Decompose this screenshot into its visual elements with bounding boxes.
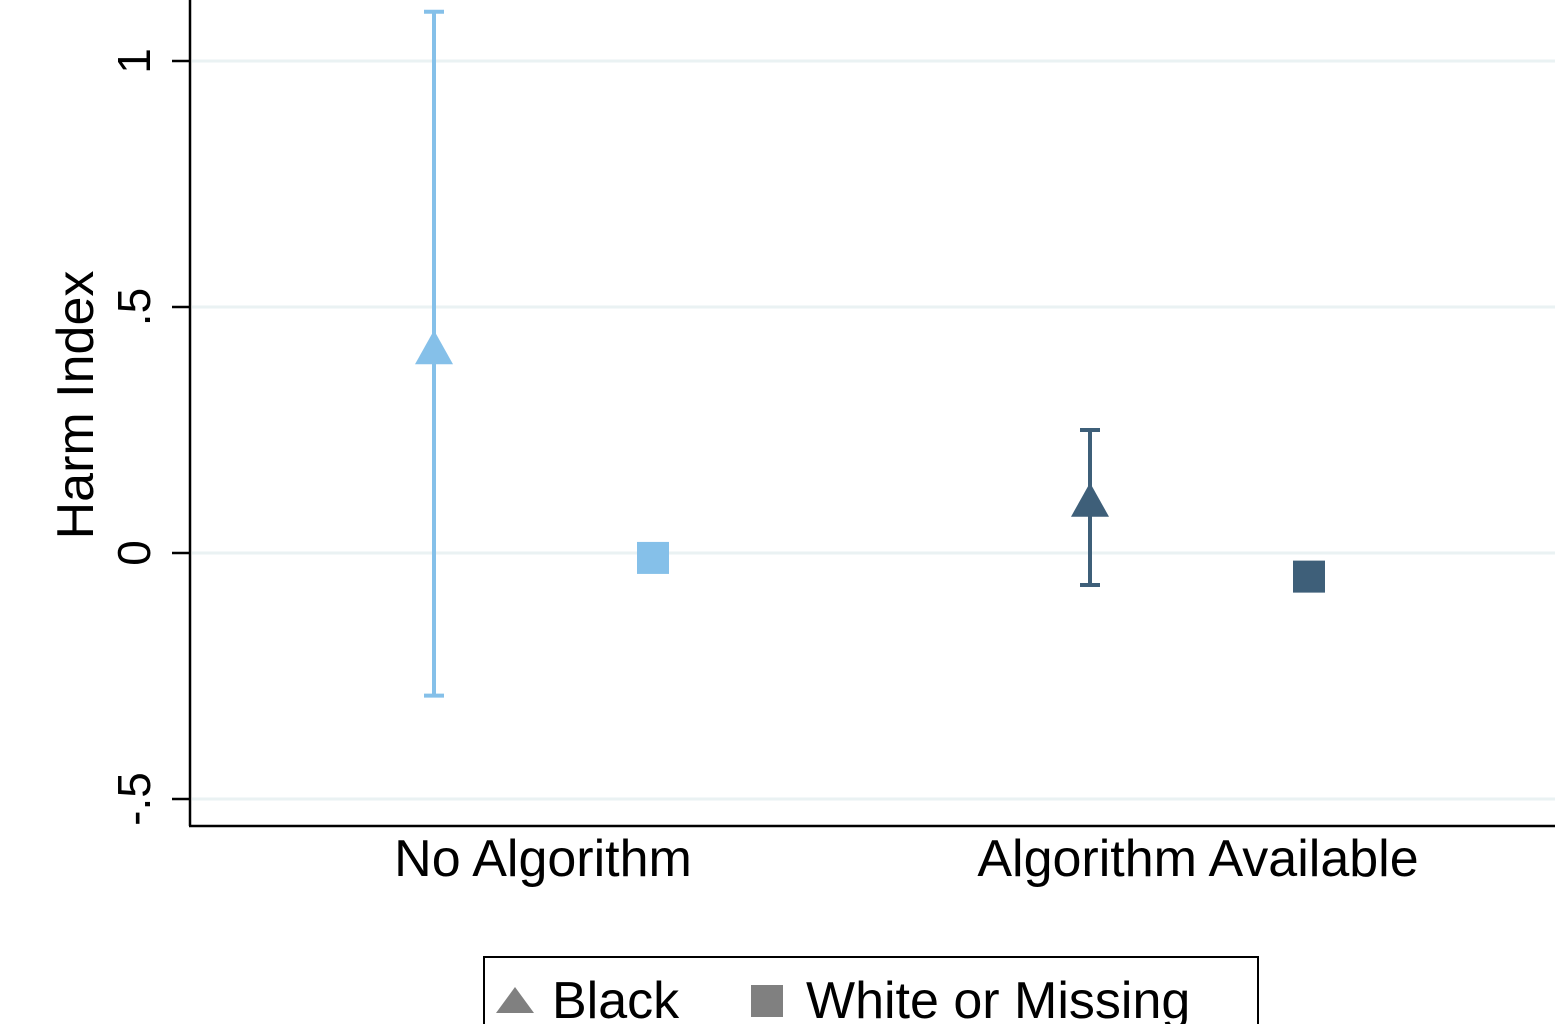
point-square xyxy=(1293,560,1325,593)
y-ticks: 1 .5 0 -.5 xyxy=(108,48,190,826)
y-tick-label: 0 xyxy=(108,540,160,566)
legend-label-white-or-missing: White or Missing xyxy=(806,972,1190,1024)
axes xyxy=(188,0,1555,828)
y-tick-label: .5 xyxy=(108,288,160,326)
y-tick-label: 1 xyxy=(108,48,160,74)
x-category-label: No Algorithm xyxy=(394,830,692,888)
legend-label-black: Black xyxy=(552,972,680,1024)
legend: Black White or Missing xyxy=(483,956,1259,1024)
legend-box xyxy=(483,956,1259,1024)
y-tick-label: -.5 xyxy=(108,772,160,826)
x-category-labels: No Algorithm Algorithm Available xyxy=(394,830,1418,888)
y-axis-title: Harm Index xyxy=(47,271,105,540)
legend-square-icon xyxy=(751,985,783,1017)
gridlines xyxy=(192,59,1555,801)
x-category-label: Algorithm Available xyxy=(977,830,1418,888)
point-triangle xyxy=(1071,482,1109,517)
legend-triangle-icon xyxy=(496,987,534,1013)
point-square xyxy=(637,541,669,574)
point-triangle xyxy=(415,330,453,365)
data-marks xyxy=(415,9,1325,698)
